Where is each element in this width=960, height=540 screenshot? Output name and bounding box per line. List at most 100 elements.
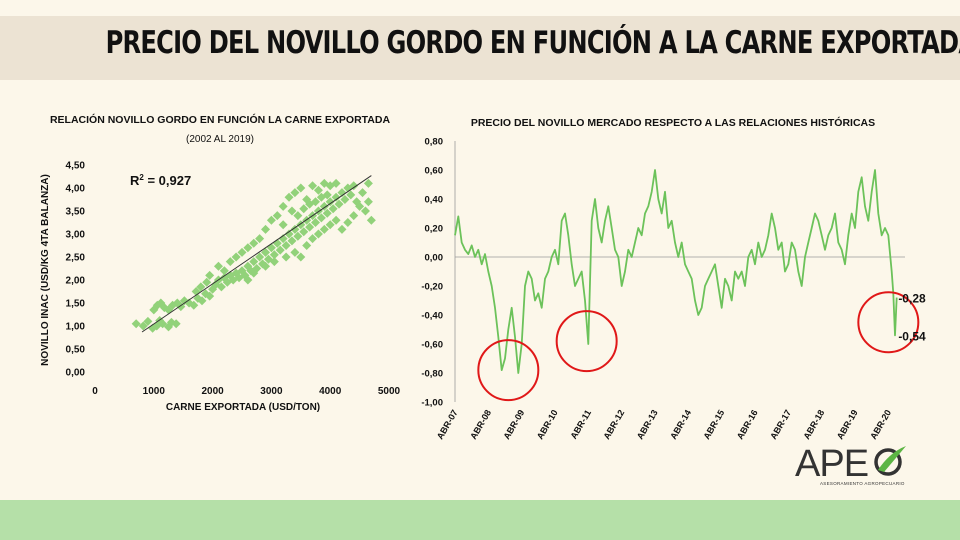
scatter-x-tick: 2000	[201, 386, 224, 397]
scatter-point	[281, 252, 291, 262]
scatter-point	[255, 252, 265, 262]
scatter-x-tick: 5000	[378, 386, 401, 397]
scatter-point	[261, 247, 271, 257]
scatter-y-tick: 0,50	[66, 345, 86, 356]
scatter-point	[296, 252, 306, 262]
scatter-point	[205, 291, 215, 301]
scatter-point	[278, 201, 288, 211]
scatter-point	[343, 218, 353, 227]
line-y-tick: 0,00	[425, 253, 444, 264]
scatter-point	[143, 316, 153, 326]
scatter-y-tick: 4,00	[66, 184, 86, 195]
scatter-point	[219, 266, 229, 276]
scatter-y-tick: 2,50	[66, 253, 86, 264]
line-annotation-label: -0,28	[898, 292, 926, 306]
scatter-point	[249, 268, 259, 278]
scatter-point	[355, 201, 365, 211]
title-banner	[0, 16, 960, 80]
scatter-point	[322, 208, 332, 218]
scatter-point	[131, 319, 141, 329]
scatter-point	[349, 181, 359, 191]
scatter-point	[196, 282, 206, 292]
scatter-y-tick: 0,00	[66, 368, 86, 379]
scatter-point	[252, 264, 262, 273]
scatter-point	[225, 257, 235, 267]
line-x-tick: ABR-14	[668, 408, 693, 441]
scatter-point	[337, 224, 347, 234]
scatter-point	[290, 247, 300, 257]
scatter-point	[269, 250, 279, 260]
scatter-point	[293, 231, 303, 241]
line-y-tick: -0,20	[421, 282, 443, 293]
scatter-x-tick: 4000	[319, 386, 342, 397]
scatter-point	[293, 211, 303, 221]
scatter-point	[249, 238, 259, 248]
scatter-point	[237, 247, 247, 257]
scatter-point	[290, 188, 300, 198]
scatter-x-tick: 1000	[143, 386, 166, 397]
line-x-tick: ABR-19	[835, 408, 860, 441]
scatter-point	[349, 211, 359, 221]
scatter-point	[325, 220, 335, 230]
scatter-point	[363, 178, 373, 188]
scatter-point	[287, 206, 297, 216]
highlight-circle	[857, 291, 920, 354]
scatter-point	[331, 192, 341, 202]
scatter-y-tick: 3,50	[66, 207, 86, 218]
scatter-point	[328, 204, 338, 214]
scatter-point	[189, 300, 199, 310]
line-title: PRECIO DEL NOVILLO MERCADO RESPECTO A LA…	[471, 116, 875, 129]
scatter-point	[340, 195, 350, 204]
scatter-point	[346, 190, 356, 200]
line-x-tick: ABR-16	[735, 408, 760, 441]
line-x-tick: ABR-10	[535, 408, 560, 441]
scatter-point	[322, 190, 332, 200]
line-series	[454, 169, 898, 374]
scatter-point	[290, 224, 300, 234]
line-x-tick: ABR-11	[568, 408, 593, 441]
line-x-tick: ABR-07	[435, 408, 460, 441]
line-x-tick: ABR-13	[635, 408, 660, 441]
scatter-point	[243, 275, 253, 285]
line-x-tick: ABR-17	[768, 408, 793, 441]
scatter-point	[358, 188, 368, 198]
scatter-point	[305, 222, 315, 232]
scatter-subtitle: (2002 AL 2019)	[186, 134, 254, 145]
scatter-point	[269, 257, 279, 267]
scatter-point	[261, 261, 271, 271]
line-y-tick: -0,60	[421, 340, 443, 351]
scatter-trendline	[141, 175, 372, 333]
scatter-point	[308, 234, 318, 244]
scatter-point	[231, 252, 241, 262]
scatter-x-tick: 0	[92, 386, 98, 397]
scatter-x-tick: 3000	[260, 386, 283, 397]
scatter-point	[202, 277, 212, 287]
scatter-point	[272, 211, 282, 221]
scatter-title: RELACIÓN NOVILLO GORDO EN FUNCIÓN LA CAR…	[50, 113, 391, 126]
scatter-point	[319, 224, 329, 234]
scatter-point	[296, 183, 306, 193]
scatter-point	[331, 178, 341, 188]
line-x-tick: ABR-12	[601, 408, 626, 441]
scatter-point	[278, 220, 288, 230]
scatter-point	[138, 321, 148, 331]
scatter-point	[249, 257, 259, 267]
scatter-y-tick: 3,00	[66, 230, 86, 241]
scatter-point	[363, 197, 373, 207]
scatter-point	[325, 197, 335, 207]
scatter-xlabel: CARNE EXPORTADA (USD/TON)	[166, 402, 320, 413]
scatter-point	[331, 215, 341, 225]
line-x-tick: ABR-20	[868, 408, 893, 441]
highlight-circle	[555, 310, 618, 373]
scatter-y-tick: 1,50	[66, 299, 86, 310]
scatter-point	[255, 234, 265, 244]
line-x-tick: ABR-15	[701, 408, 726, 441]
scatter-point	[311, 197, 320, 207]
line-x-tick: ABR-08	[468, 408, 493, 441]
line-y-tick: 0,20	[425, 224, 444, 235]
line-y-tick: -0,80	[421, 369, 443, 380]
logo-text: APE	[795, 443, 869, 485]
line-y-tick: 0,40	[425, 195, 444, 206]
